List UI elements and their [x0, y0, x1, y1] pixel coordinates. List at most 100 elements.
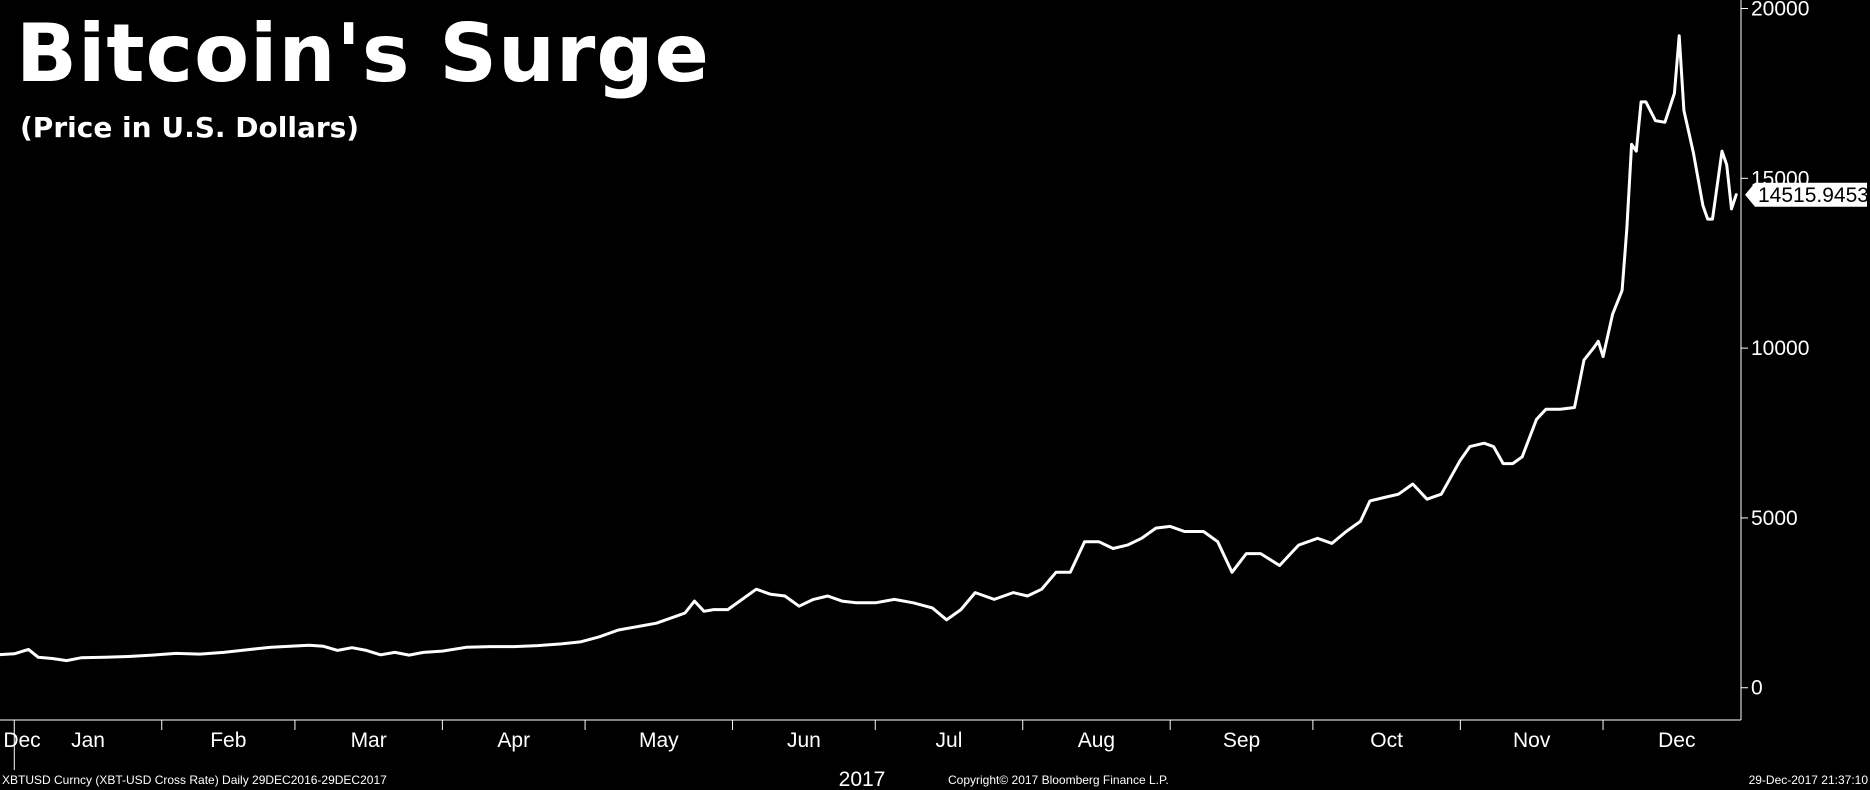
- data-point: [27, 648, 30, 651]
- data-point: [974, 592, 976, 594]
- data-point: [655, 622, 658, 624]
- data-point: [408, 654, 410, 656]
- data-point: [441, 650, 443, 652]
- data-point: [1631, 143, 1633, 145]
- data-point: [1635, 150, 1637, 152]
- data-point: [351, 647, 353, 649]
- data-point: [1621, 289, 1623, 291]
- year-label: 2017: [839, 768, 886, 790]
- data-point: [1683, 109, 1685, 111]
- data-point: [741, 598, 743, 601]
- data-point: [1612, 313, 1614, 315]
- data-point: [617, 629, 620, 631]
- data-point: [1573, 406, 1576, 409]
- data-point: [1112, 547, 1114, 550]
- data-point: [104, 656, 106, 658]
- data-point: [993, 598, 995, 601]
- data-point: [1678, 35, 1680, 37]
- x-axis-ticks: Dec Jan Feb Mar Apr May Jun Jul Aug Sep Oct Nov Dec: [3, 720, 1695, 770]
- data-point: [1359, 520, 1362, 522]
- last-value-badge-bg: [1745, 182, 1867, 207]
- series-line: [0, 34, 1738, 663]
- data-point: [931, 607, 933, 609]
- data-point: [1169, 525, 1171, 528]
- data-point: [536, 645, 539, 647]
- y-tick-label: 0: [1751, 677, 1763, 700]
- data-point: [422, 651, 424, 654]
- last-value-badge: 14515.9453: [1745, 182, 1869, 207]
- data-point: [1692, 152, 1694, 154]
- data-point: [1055, 571, 1057, 573]
- data-point: [1726, 164, 1728, 166]
- data-point: [579, 641, 581, 643]
- data-point: [465, 646, 467, 648]
- data-point: [1245, 553, 1247, 555]
- data-point: [1626, 228, 1628, 230]
- data-point: [379, 654, 382, 656]
- data-point: [770, 593, 772, 595]
- data-point: [294, 645, 296, 647]
- data-point: [308, 644, 310, 646]
- x-tick-label: Oct: [1370, 729, 1403, 752]
- data-point: [1126, 544, 1128, 546]
- data-point: [560, 643, 562, 645]
- x-tick-label: Dec: [1658, 729, 1695, 752]
- data-point: [598, 636, 601, 638]
- data-point: [703, 610, 705, 612]
- chart-title: Bitcoin's Surge: [16, 7, 710, 100]
- data-point: [960, 609, 962, 611]
- data-point: [37, 656, 39, 658]
- footer-copyright: Copyright© 2017 Bloomberg Finance L.P.: [948, 773, 1169, 787]
- x-tick-label: Jul: [936, 729, 963, 752]
- data-point: [912, 602, 914, 604]
- data-point: [755, 588, 757, 590]
- data-point: [270, 646, 272, 648]
- data-point: [1155, 527, 1157, 529]
- x-tick-label: Dec: [3, 729, 40, 752]
- data-point: [0, 654, 1, 656]
- data-point: [1535, 418, 1538, 420]
- data-point: [1026, 595, 1029, 597]
- data-point: [1183, 530, 1186, 533]
- data-point: [1279, 564, 1281, 567]
- data-point: [1583, 359, 1585, 361]
- data-point: [798, 605, 800, 607]
- x-tick-label: Jun: [787, 729, 821, 752]
- data-point: [827, 595, 829, 597]
- data-point: [1317, 537, 1319, 539]
- data-point: [223, 651, 225, 654]
- data-point: [1512, 463, 1514, 465]
- data-point: [394, 651, 396, 654]
- data-point: [1597, 340, 1599, 342]
- data-point: [13, 653, 15, 655]
- data-point: [1707, 218, 1709, 220]
- data-point: [1469, 446, 1471, 448]
- data-point: [199, 653, 201, 655]
- data-point: [1521, 456, 1523, 458]
- x-tick-label: Sep: [1223, 729, 1260, 752]
- data-point: [784, 595, 786, 597]
- data-point: [1559, 408, 1561, 410]
- data-point: [812, 598, 815, 601]
- footer-source: XBTUSD Curncy (XBT-USD Cross Rate) Daily…: [2, 773, 387, 787]
- data-point: [727, 609, 729, 611]
- data-point: [674, 615, 677, 618]
- data-point: [175, 652, 177, 655]
- data-point: [1493, 446, 1495, 448]
- data-point: [1721, 150, 1723, 152]
- last-value-label: 14515.9453: [1758, 184, 1869, 207]
- data-point: [712, 609, 715, 611]
- data-point: [127, 655, 129, 658]
- data-point: [1412, 483, 1414, 485]
- data-point: [1069, 571, 1071, 573]
- data-point: [1545, 408, 1547, 410]
- data-point: [51, 657, 53, 660]
- data-point: [684, 612, 686, 614]
- x-tick-label: Jan: [71, 729, 105, 752]
- data-point: [1426, 498, 1428, 500]
- data-point: [151, 654, 153, 656]
- data-point: [1217, 541, 1219, 543]
- data-point: [1664, 121, 1666, 123]
- x-tick-label: Apr: [497, 729, 530, 752]
